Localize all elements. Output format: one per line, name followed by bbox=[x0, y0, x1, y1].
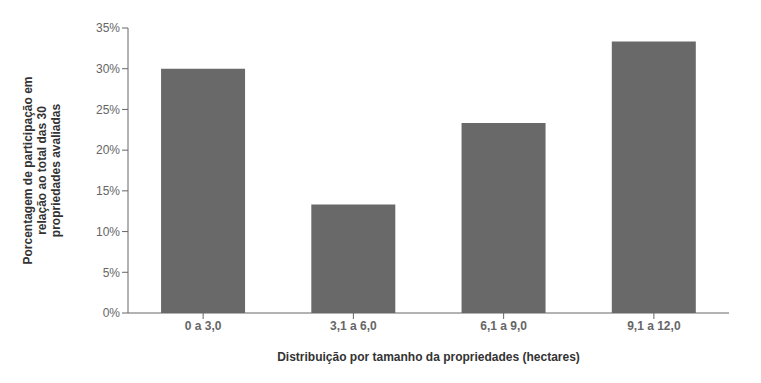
svg-text:0 a 3,0: 0 a 3,0 bbox=[185, 319, 222, 333]
svg-text:Porcentagem de participação em: Porcentagem de participação emrelação ao… bbox=[21, 76, 63, 264]
svg-text:20%: 20% bbox=[96, 143, 120, 157]
svg-text:3,1 a 6,0: 3,1 a 6,0 bbox=[330, 319, 377, 333]
svg-text:30%: 30% bbox=[96, 62, 120, 76]
svg-text:5%: 5% bbox=[103, 266, 121, 280]
svg-text:25%: 25% bbox=[96, 103, 120, 117]
svg-text:9,1 a 12,0: 9,1 a 12,0 bbox=[627, 319, 681, 333]
svg-text:6,1 a 9,0: 6,1 a 9,0 bbox=[480, 319, 527, 333]
svg-text:0%: 0% bbox=[103, 306, 121, 320]
svg-text:35%: 35% bbox=[96, 21, 120, 35]
svg-text:15%: 15% bbox=[96, 184, 120, 198]
svg-text:Distribuição por tamanho da pr: Distribuição por tamanho da propriedades… bbox=[277, 350, 580, 364]
svg-text:10%: 10% bbox=[96, 225, 120, 239]
